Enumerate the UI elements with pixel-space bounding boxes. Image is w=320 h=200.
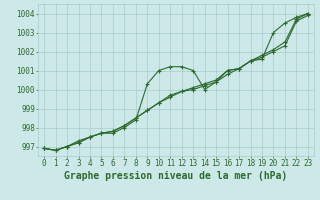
X-axis label: Graphe pression niveau de la mer (hPa): Graphe pression niveau de la mer (hPa)	[64, 171, 288, 181]
